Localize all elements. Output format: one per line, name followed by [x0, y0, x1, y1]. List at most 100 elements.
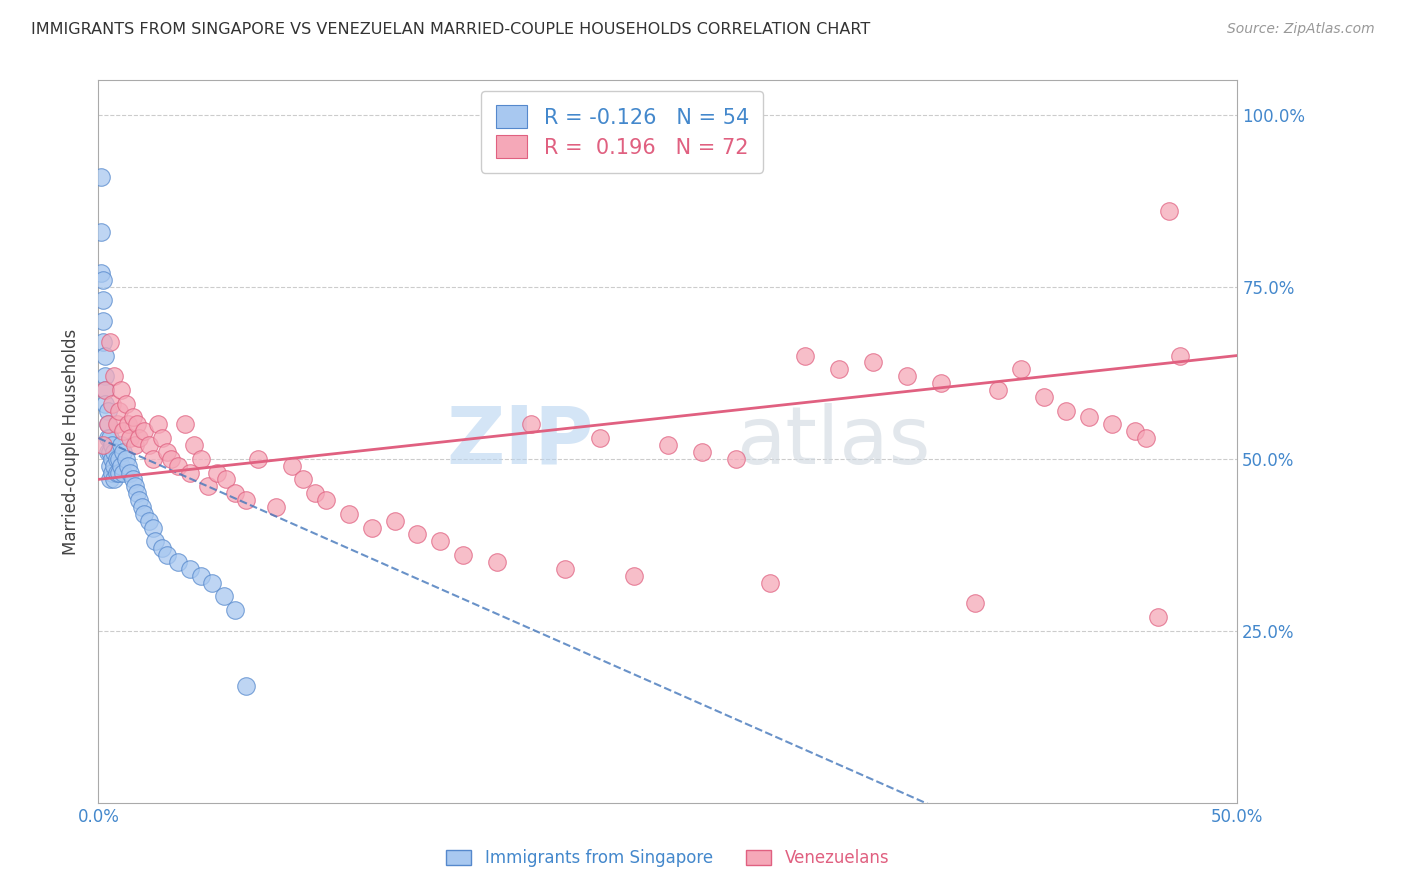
Point [96, 417, 118, 432]
Point [91, 334, 114, 349]
Point [896, 369, 918, 384]
Point [965, 596, 987, 610]
Point [1170, 349, 1192, 363]
Point [190, 451, 212, 466]
Point [1078, 410, 1101, 425]
Point [105, 417, 128, 432]
Text: atlas: atlas [737, 402, 931, 481]
Point [1135, 431, 1157, 445]
Point [145, 534, 167, 549]
Point [235, 493, 257, 508]
Point [156, 445, 179, 459]
Point [91, 314, 114, 328]
Point [114, 397, 136, 411]
Point [246, 451, 269, 466]
Point [90, 225, 112, 239]
Point [105, 451, 128, 466]
Point [1123, 424, 1146, 438]
Text: Source: ZipAtlas.com: Source: ZipAtlas.com [1227, 22, 1375, 37]
Point [190, 568, 212, 582]
Point [1157, 204, 1180, 219]
Point [110, 383, 132, 397]
Text: ZIP: ZIP [447, 402, 593, 481]
Point [146, 417, 169, 432]
Point [179, 466, 201, 480]
Point [124, 479, 146, 493]
Point [1032, 390, 1054, 404]
Point [132, 424, 155, 438]
Point [105, 466, 128, 480]
Point [150, 431, 173, 445]
Point [292, 472, 315, 486]
Point [429, 534, 451, 549]
Point [167, 555, 190, 569]
Point [1101, 417, 1123, 432]
Point [167, 458, 190, 473]
Point [114, 451, 136, 466]
Point [657, 438, 679, 452]
Text: IMMIGRANTS FROM SINGAPORE VS VENEZUELAN MARRIED-COUPLE HOUSEHOLDS CORRELATION CH: IMMIGRANTS FROM SINGAPORE VS VENEZUELAN … [31, 22, 870, 37]
Point [131, 500, 153, 514]
Point [142, 520, 165, 534]
Point [90, 266, 112, 280]
Point [150, 541, 173, 556]
Point [103, 458, 125, 473]
Point [120, 466, 142, 480]
Point [1146, 610, 1168, 624]
Point [108, 403, 131, 417]
Point [96, 431, 118, 445]
Point [121, 410, 143, 425]
Point [103, 369, 125, 384]
Point [128, 431, 150, 445]
Point [96, 403, 118, 417]
Point [94, 383, 117, 397]
Point [101, 466, 124, 480]
Point [98, 472, 121, 486]
Point [1054, 403, 1078, 417]
Point [235, 679, 257, 693]
Point [793, 349, 815, 363]
Point [101, 438, 124, 452]
Point [108, 466, 131, 480]
Point [281, 458, 304, 473]
Point [110, 438, 132, 452]
Point [520, 417, 543, 432]
Point [138, 438, 160, 452]
Point [174, 417, 197, 432]
Point [179, 562, 201, 576]
Point [264, 500, 287, 514]
Point [360, 520, 382, 534]
Point [623, 568, 645, 582]
Point [215, 472, 238, 486]
Point [142, 451, 165, 466]
Point [224, 603, 246, 617]
Point [121, 472, 143, 486]
Y-axis label: Married-couple Households: Married-couple Households [62, 328, 80, 555]
Point [384, 514, 406, 528]
Point [759, 575, 782, 590]
Point [96, 445, 118, 459]
Point [112, 445, 135, 459]
Point [201, 575, 224, 590]
Point [690, 445, 713, 459]
Point [197, 479, 219, 493]
Point [120, 431, 142, 445]
Point [94, 397, 117, 411]
Point [156, 548, 179, 562]
Point [112, 424, 135, 438]
Point [91, 438, 114, 452]
Point [224, 486, 246, 500]
Point [929, 376, 952, 390]
Point [90, 169, 112, 184]
Point [138, 514, 160, 528]
Point [554, 562, 576, 576]
Point [96, 417, 118, 432]
Point [205, 466, 228, 480]
Point [108, 451, 131, 466]
Point [124, 438, 146, 452]
Point [94, 369, 117, 384]
Point [98, 334, 121, 349]
Point [987, 383, 1010, 397]
Point [101, 451, 124, 466]
Legend: Immigrants from Singapore, Venezuelans: Immigrants from Singapore, Venezuelans [440, 843, 896, 874]
